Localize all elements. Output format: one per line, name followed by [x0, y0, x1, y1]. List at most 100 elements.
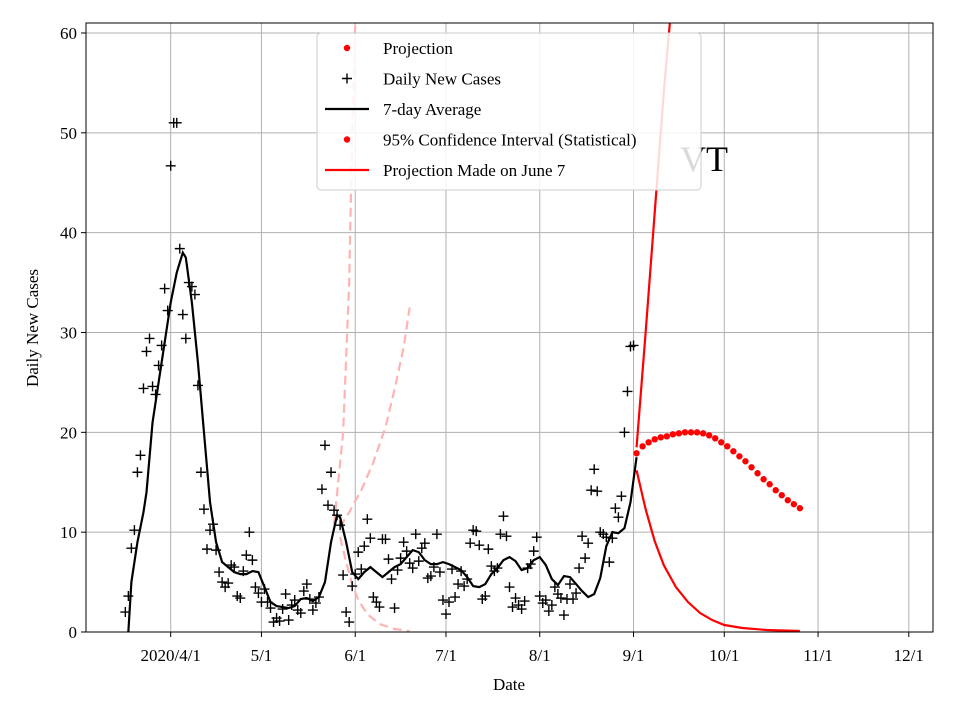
- projection-point: [657, 434, 664, 441]
- daily-cases-point: [610, 503, 621, 514]
- daily-cases-point: [380, 534, 391, 545]
- x-tick-label: 12/1: [894, 646, 924, 665]
- daily-cases-point: [580, 553, 591, 564]
- daily-cases-point: [453, 579, 464, 590]
- daily-cases-point: [202, 544, 212, 555]
- daily-cases-point: [180, 333, 191, 344]
- daily-cases-point: [174, 243, 185, 254]
- daily-cases-point: [628, 340, 639, 351]
- daily-cases-point: [419, 538, 430, 549]
- daily-cases-point: [456, 566, 467, 577]
- daily-cases-point: [534, 591, 545, 602]
- projection-point: [675, 430, 683, 437]
- projection-point: [633, 450, 640, 457]
- daily-cases-point: [428, 562, 439, 573]
- daily-cases-point: [159, 283, 170, 294]
- daily-cases-point: [577, 531, 588, 542]
- daily-cases-point: [571, 588, 582, 599]
- daily-cases-point: [141, 346, 152, 357]
- daily-cases-point: [565, 579, 575, 590]
- daily-cases-point: [319, 440, 330, 451]
- daily-cases-point: [613, 512, 624, 523]
- daily-cases-point: [589, 464, 600, 475]
- daily-cases-point: [425, 571, 436, 582]
- projection-point: [730, 448, 737, 455]
- daily-cases-point: [211, 545, 222, 556]
- daily-cases-point: [444, 597, 454, 608]
- legend-marker-dot: [343, 136, 351, 143]
- legend: Projection Daily New Cases 7-day Average 95…: [316, 32, 702, 191]
- legend-marker-dot: [343, 44, 351, 52]
- y-tick-label: 0: [69, 623, 78, 642]
- daily-cases-point: [601, 532, 612, 543]
- daily-cases-point: [150, 389, 161, 400]
- daily-cases-point: [283, 615, 294, 626]
- x-tick-label: 9/1: [623, 646, 645, 665]
- daily-cases-point: [208, 519, 219, 530]
- projection-point: [663, 433, 670, 440]
- projection-point: [639, 443, 646, 450]
- daily-cases-point: [353, 547, 364, 558]
- x-tick-label: 11/1: [803, 646, 833, 665]
- projection-point: [669, 431, 677, 438]
- projection-point: [748, 464, 755, 471]
- june7-projection-line: [339, 307, 411, 528]
- daily-cases-point: [431, 529, 442, 540]
- daily-cases-point: [498, 511, 509, 522]
- projection-point: [766, 481, 773, 488]
- daily-cases-point: [238, 566, 249, 577]
- y-tick-label: 60: [60, 24, 77, 43]
- daily-cases-point: [186, 281, 197, 292]
- daily-cases-point: [516, 604, 527, 615]
- daily-cases-point: [622, 386, 633, 397]
- x-tick-label: 5/1: [251, 646, 273, 665]
- daily-cases-point: [347, 581, 358, 592]
- daily-cases-point: [365, 533, 376, 544]
- projection-point: [712, 435, 719, 442]
- daily-cases-point: [132, 467, 143, 478]
- daily-cases-point: [262, 597, 273, 608]
- y-axis-label: Daily New Cases: [23, 269, 42, 387]
- daily-cases-point: [471, 526, 482, 537]
- daily-cases-point: [235, 593, 246, 604]
- daily-cases-point: [307, 605, 318, 616]
- daily-cases-point: [407, 563, 418, 574]
- daily-cases-point: [450, 592, 461, 603]
- y-tick-label: 50: [60, 124, 77, 143]
- seven-day-average-line: [127, 249, 638, 632]
- daily-cases-point: [359, 541, 370, 552]
- legend-label: Daily New Cases: [383, 70, 501, 89]
- projection-point: [681, 429, 689, 436]
- daily-cases-point: [462, 574, 473, 585]
- daily-cases-point: [135, 450, 146, 461]
- daily-cases-point: [138, 383, 149, 394]
- daily-cases-point: [413, 556, 424, 567]
- daily-cases-point: [277, 604, 288, 615]
- daily-cases-point: [465, 538, 476, 549]
- daily-cases-point: [310, 598, 321, 609]
- axis-ticks: 0 10 20 30 40 50 60 2020/4/1 5/1 6/1 7/1 8/1 9/1 10/1…: [60, 24, 924, 665]
- daily-cases-point: [356, 564, 367, 575]
- projection-point: [645, 439, 652, 446]
- daily-cases-point: [568, 594, 579, 605]
- daily-cases-point: [401, 546, 412, 557]
- projection-point: [796, 505, 804, 512]
- daily-cases-point: [214, 567, 225, 578]
- legend-label: 95% Confidence Interval (Statistical): [383, 131, 637, 150]
- daily-cases-point: [389, 603, 400, 614]
- daily-cases-point: [350, 569, 361, 580]
- daily-cases-point: [555, 593, 566, 604]
- daily-cases-point: [558, 610, 569, 621]
- projection-point: [651, 436, 658, 443]
- daily-cases-point: [301, 579, 312, 590]
- daily-cases-point: [507, 602, 518, 613]
- projection-point: [790, 501, 798, 508]
- projection-point: [705, 432, 713, 439]
- daily-cases-point: [525, 559, 536, 570]
- daily-cases-point: [223, 578, 234, 589]
- projection-point: [724, 443, 731, 450]
- projection-point: [778, 492, 785, 499]
- daily-cases-point: [410, 529, 421, 540]
- projection-point: [687, 429, 695, 436]
- daily-cases-point: [344, 617, 355, 628]
